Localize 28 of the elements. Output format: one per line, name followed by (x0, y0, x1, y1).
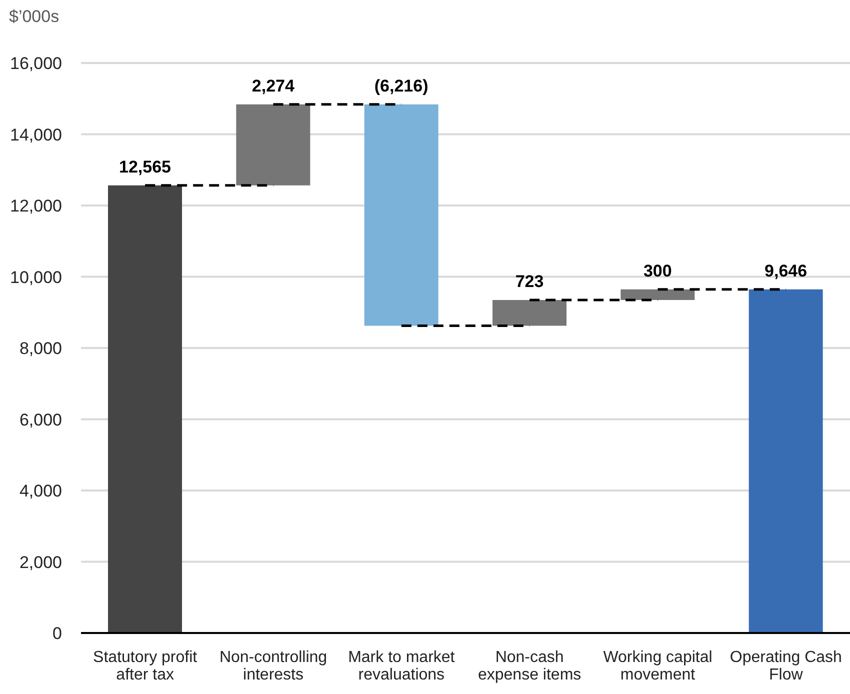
y-tick-label: 0 (52, 624, 62, 644)
y-axis-title: $’000s (9, 7, 60, 27)
y-tick-label: 12,000 (10, 196, 62, 216)
bar (620, 289, 695, 300)
data-label: 2,274 (252, 76, 295, 96)
y-tick-label: 14,000 (10, 125, 62, 144)
y-tick-label: 10,000 (10, 268, 62, 287)
data-label: 300 (643, 261, 672, 280)
bar (108, 185, 182, 633)
data-label: (6,216) (374, 76, 428, 96)
data-label: 12,565 (119, 157, 171, 176)
y-tick-label: 16,000 (10, 54, 62, 74)
data-label: 9,646 (764, 261, 808, 280)
x-tick-label: Working capital movement (603, 648, 712, 684)
bar (748, 289, 823, 633)
x-tick-label: Mark to market revaluations (348, 648, 456, 684)
y-tick-label: 2,000 (19, 552, 62, 572)
x-tick-label: Non-cash expense items (478, 648, 582, 684)
bar (492, 300, 566, 326)
x-tick-label: Operating Cash Flow (730, 648, 842, 684)
y-tick-label: 8,000 (19, 339, 62, 358)
x-tick-label: Non-controlling interests (219, 648, 328, 684)
bar (364, 104, 438, 326)
x-tick-label: Statutory profit after tax (93, 648, 198, 684)
bar (236, 104, 310, 186)
y-tick-label: 4,000 (19, 482, 62, 501)
data-label: 723 (515, 272, 544, 292)
y-tick-label: 6,000 (19, 410, 62, 430)
